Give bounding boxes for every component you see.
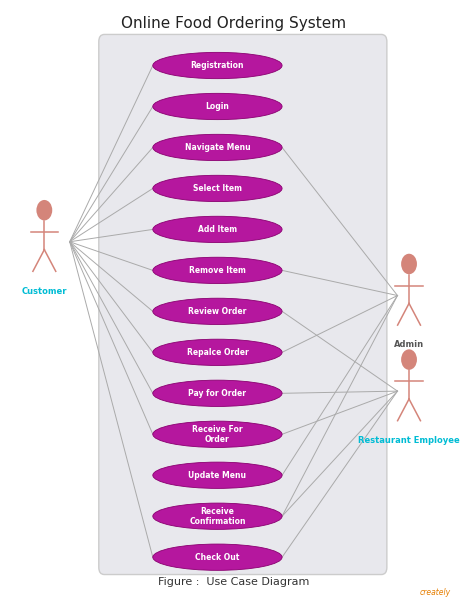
Text: Figure :  Use Case Diagram: Figure : Use Case Diagram	[158, 577, 310, 587]
Ellipse shape	[153, 216, 282, 242]
Ellipse shape	[153, 421, 282, 447]
Ellipse shape	[153, 175, 282, 201]
Text: Login: Login	[206, 102, 229, 111]
Text: Registration: Registration	[191, 61, 244, 70]
Ellipse shape	[153, 339, 282, 365]
Ellipse shape	[153, 93, 282, 119]
Circle shape	[36, 200, 52, 221]
Text: creately: creately	[419, 589, 451, 597]
Text: Update Menu: Update Menu	[189, 471, 246, 480]
Ellipse shape	[153, 462, 282, 488]
Text: Receive
Confirmation: Receive Confirmation	[189, 507, 246, 526]
Text: Navigate Menu: Navigate Menu	[185, 143, 250, 152]
Text: Restaurant Employee: Restaurant Employee	[358, 436, 460, 445]
FancyBboxPatch shape	[99, 34, 387, 575]
Text: Customer: Customer	[22, 286, 67, 295]
Text: Online Food Ordering System: Online Food Ordering System	[121, 16, 346, 31]
Text: Repalce Order: Repalce Order	[187, 348, 248, 357]
Ellipse shape	[153, 134, 282, 160]
Ellipse shape	[153, 503, 282, 529]
Ellipse shape	[153, 380, 282, 406]
Text: Remove Item: Remove Item	[189, 266, 246, 275]
Circle shape	[401, 349, 417, 370]
Text: Review Order: Review Order	[188, 307, 246, 316]
Ellipse shape	[153, 298, 282, 324]
Text: Select Item: Select Item	[193, 184, 242, 193]
Circle shape	[401, 254, 417, 274]
Text: Receive For
Order: Receive For Order	[192, 425, 243, 444]
Ellipse shape	[153, 257, 282, 283]
Text: Admin: Admin	[394, 340, 424, 349]
Text: Check Out: Check Out	[195, 553, 240, 562]
Ellipse shape	[153, 544, 282, 570]
Ellipse shape	[153, 52, 282, 78]
Text: Pay for Order: Pay for Order	[189, 389, 246, 398]
Text: Add Item: Add Item	[198, 225, 237, 234]
